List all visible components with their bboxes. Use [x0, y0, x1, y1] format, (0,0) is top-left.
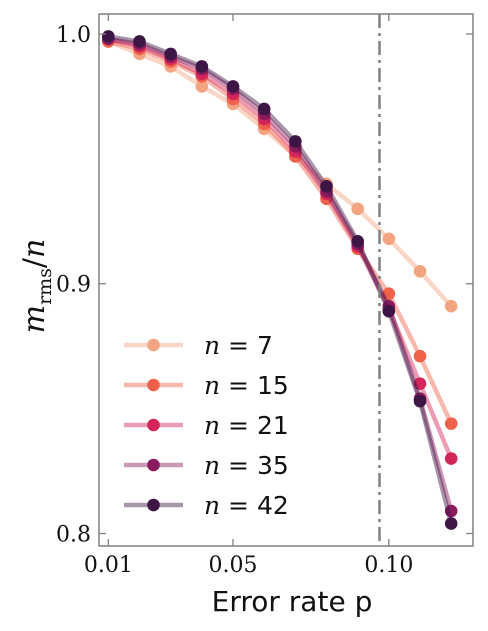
- data-point: [351, 234, 364, 248]
- data-point: [444, 452, 458, 465]
- data-point: [444, 517, 458, 530]
- legend-marker: [147, 338, 160, 352]
- y-axis-label-text: mrms/n: [17, 239, 56, 334]
- y-tick-label: 0.9: [56, 273, 91, 298]
- data-point: [320, 180, 333, 193]
- data-point: [413, 349, 427, 363]
- data-point: [133, 35, 146, 48]
- legend-marker: [147, 498, 160, 512]
- legend-label: n = 15: [204, 371, 289, 400]
- x-tick-label: 0.01: [84, 553, 133, 578]
- data-point: [444, 504, 458, 518]
- legend: n = 7 n = 15 n = 21 n = 35 n = 42: [124, 331, 289, 520]
- data-point: [444, 417, 458, 430]
- legend-marker: [147, 458, 160, 472]
- data-point: [257, 102, 271, 116]
- data-point: [102, 30, 115, 43]
- data-point: [382, 287, 396, 301]
- ticks-layer: 0.01 0.05 0.10 0.8 0.9 1.0: [56, 14, 473, 578]
- legend-item: n = 42: [124, 491, 289, 520]
- data-point: [413, 394, 427, 408]
- x-axis-label: Error rate p: [212, 585, 373, 618]
- legend-label: n = 7: [204, 331, 273, 360]
- x-tick-label: 0.10: [364, 553, 413, 578]
- data-point: [164, 47, 177, 61]
- data-point: [382, 304, 396, 318]
- data-point: [413, 377, 427, 390]
- y-tick-label: 0.8: [56, 523, 91, 548]
- series-layer: [102, 30, 458, 530]
- data-point: [351, 202, 364, 216]
- legend-label: n = 21: [204, 411, 289, 440]
- plot-frame: [98, 13, 474, 547]
- legend-item: n = 7: [124, 331, 273, 360]
- legend-marker: [147, 418, 160, 432]
- legend-item: n = 35: [124, 451, 289, 480]
- y-tick-label: 1.0: [56, 23, 91, 48]
- data-point: [195, 60, 209, 73]
- legend-item: n = 15: [124, 371, 289, 400]
- legend-label: n = 42: [204, 491, 289, 520]
- series-42: [102, 30, 458, 530]
- legend-item: n = 21: [124, 411, 289, 440]
- data-point: [413, 264, 427, 278]
- data-point: [195, 80, 209, 93]
- legend-label: n = 35: [204, 451, 289, 480]
- legend-marker: [147, 378, 160, 392]
- x-tick-label: 0.05: [209, 553, 258, 578]
- data-point: [289, 135, 302, 148]
- data-point: [444, 299, 458, 313]
- data-point: [382, 232, 396, 246]
- y-axis-label: mrms/n: [17, 239, 56, 334]
- data-point: [226, 80, 240, 93]
